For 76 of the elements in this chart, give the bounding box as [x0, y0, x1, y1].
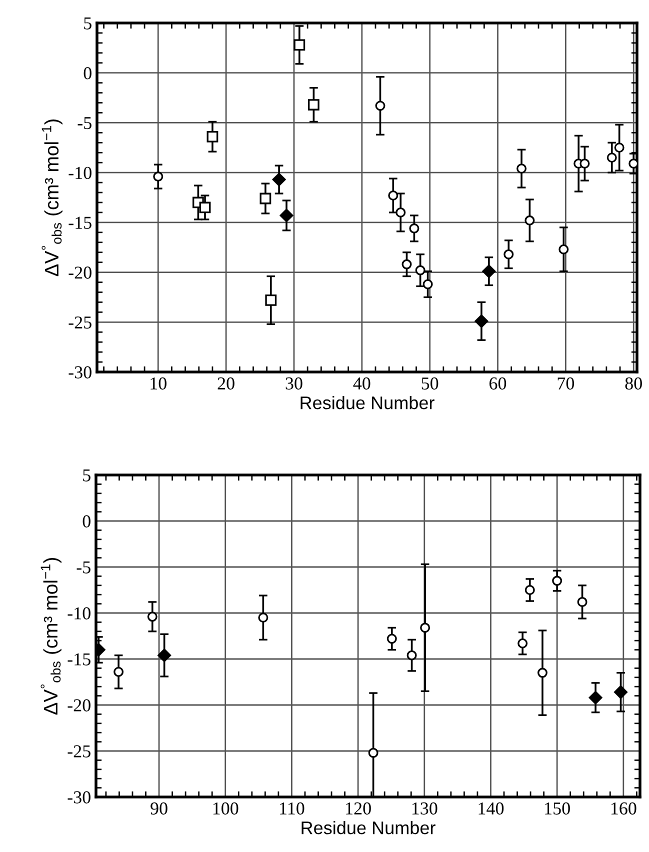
point: [409, 223, 420, 234]
point: [272, 172, 286, 186]
point: [206, 130, 218, 142]
point: [199, 202, 211, 214]
x-tick-label: 150: [545, 802, 570, 815]
point: [524, 585, 535, 595]
point: [258, 612, 268, 623]
x-tick-label: 50: [422, 377, 438, 390]
point: [422, 279, 433, 290]
point: [518, 638, 528, 648]
x-tick-label: 80: [625, 377, 642, 390]
y-tick-label: -5: [78, 117, 92, 130]
point: [524, 215, 535, 226]
y-axis-title: ΔV$^{°}$$_{obs}$ (cm³ mol$^{−1}$): [40, 558, 62, 715]
point: [386, 634, 397, 644]
x-tick-label: 20: [218, 377, 234, 390]
point: [153, 172, 164, 182]
point: [158, 648, 172, 662]
point: [406, 650, 417, 660]
point: [294, 39, 306, 51]
x-axis-title: Residue Number: [300, 396, 434, 410]
point: [388, 190, 398, 201]
point: [474, 314, 488, 328]
y-tick-label: -20: [68, 699, 90, 712]
point: [280, 208, 294, 222]
point: [420, 622, 430, 633]
point: [147, 612, 158, 622]
point: [614, 685, 628, 699]
y-tick-label: 0: [84, 67, 92, 80]
x-tick-label: 100: [213, 802, 238, 815]
point: [482, 264, 496, 278]
point: [260, 192, 272, 204]
y-axis-title: ΔV$^{°}$$_{obs}$ (cm³ mol$^{−1}$): [42, 120, 62, 276]
point: [558, 244, 569, 254]
y-tick-label: -30: [68, 366, 92, 378]
x-tick-label: 90: [150, 802, 168, 815]
y-tick-label: -20: [68, 266, 92, 279]
y-tick-label: -30: [68, 791, 90, 804]
x-tick-label: 40: [353, 377, 370, 390]
x-tick-label: 30: [286, 377, 302, 390]
point: [415, 265, 426, 276]
point: [577, 596, 588, 607]
x-tick-label: 110: [280, 802, 304, 815]
point: [368, 748, 378, 758]
point: [375, 100, 386, 111]
y-tick-label: 0: [82, 515, 90, 528]
y-tick-label: -25: [68, 745, 90, 758]
point: [402, 259, 412, 270]
point: [504, 249, 514, 260]
point: [588, 690, 602, 704]
point: [265, 294, 277, 306]
point: [114, 666, 124, 677]
x-tick-label: 140: [478, 802, 504, 815]
y-tick-label: -25: [68, 316, 92, 329]
x-tick-label: 130: [412, 802, 438, 815]
point: [537, 668, 548, 678]
x-tick-label: 10: [150, 377, 166, 390]
y-tick-label: -15: [68, 653, 90, 666]
x-tick-label: 160: [611, 802, 636, 815]
x-tick-label: 70: [558, 377, 574, 390]
y-tick-label: -15: [68, 216, 92, 229]
y-tick-label: -5: [76, 561, 90, 574]
point: [614, 142, 624, 153]
point: [396, 207, 406, 218]
point: [552, 576, 562, 586]
y-tick-label: 5: [83, 469, 90, 482]
point: [308, 99, 320, 110]
x-tick-label: 120: [346, 802, 371, 815]
point: [580, 158, 590, 169]
point: [606, 152, 617, 163]
x-tick-label: 60: [490, 377, 506, 390]
x-axis-title: Residue Number: [302, 821, 436, 834]
y-tick-label: -10: [68, 607, 90, 620]
y-tick-label: 5: [84, 17, 92, 30]
y-tick-label: -10: [68, 166, 92, 180]
point: [516, 164, 527, 174]
